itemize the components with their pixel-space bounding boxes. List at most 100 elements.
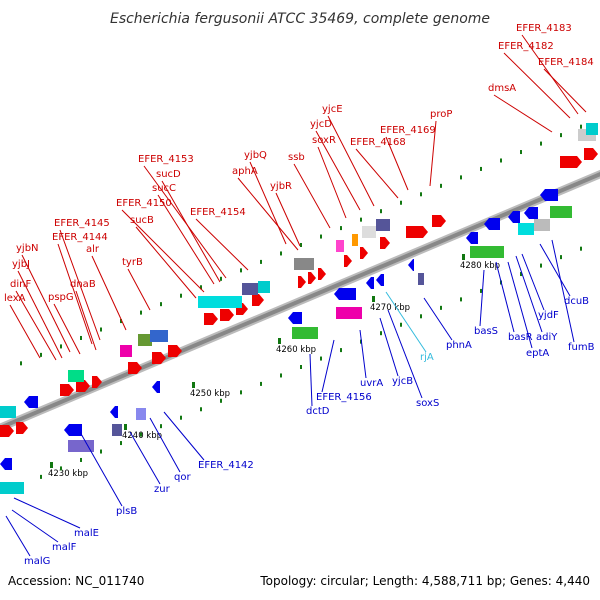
gene-feature: [0, 482, 24, 494]
leader-line: [17, 270, 63, 359]
minor-tick: [460, 297, 462, 302]
gene-feature: [560, 156, 582, 168]
tick-mark: [192, 382, 195, 388]
leader-line: [317, 146, 347, 219]
minor-tick: [120, 441, 122, 446]
minor-tick: [520, 272, 522, 277]
gene-feature: [0, 458, 12, 470]
leader-line: [13, 497, 81, 529]
gene-label-yjcb: yjcB: [392, 376, 413, 387]
leader-line: [5, 515, 31, 557]
gene-label-efer_4153: EFER_4153: [138, 154, 194, 165]
leader-line: [551, 239, 575, 343]
leader-line: [495, 261, 515, 333]
gene-feature: [128, 362, 142, 374]
gene-feature: [258, 281, 270, 293]
minor-tick: [460, 175, 462, 180]
tick-label: 4280 kbp: [460, 261, 500, 271]
minor-tick: [40, 352, 42, 357]
leader-line: [503, 52, 571, 119]
minor-tick: [540, 141, 542, 146]
accession-text: Accession: NC_011740: [8, 574, 145, 588]
gene-feature: [152, 352, 166, 364]
gene-label-ssb: ssb: [288, 152, 305, 163]
gene-feature: [138, 334, 152, 346]
leader-line: [293, 163, 331, 229]
gene-labels: lexA dinF yjbJ yjbN pspG EFER_4144 EFER_4145dn…: [4, 23, 595, 567]
minor-tick: [140, 310, 142, 315]
tick-label: 4230 kbp: [48, 469, 88, 479]
gene-feature: [76, 380, 90, 392]
leader-line: [521, 253, 545, 311]
leader-line: [129, 431, 161, 485]
gene-label-yjdf: yjdF: [538, 310, 559, 321]
gene-label-efer_4142: EFER_4142: [198, 460, 254, 471]
gene-feature: [524, 207, 538, 219]
leader-line: [429, 120, 437, 187]
minor-tick: [200, 407, 202, 412]
minor-tick: [560, 133, 562, 138]
gene-label-adiy: adiY: [536, 332, 558, 343]
leader-line: [543, 68, 587, 113]
gene-label-malf: malF: [52, 542, 77, 553]
minor-tick: [440, 183, 442, 188]
gene-label-dcub: dcuB: [564, 296, 589, 307]
leader-line: [53, 303, 81, 355]
gene-feature: [242, 283, 258, 295]
gene-feature: [344, 255, 352, 267]
leader-line: [57, 243, 93, 345]
minor-tick: [380, 331, 382, 336]
minor-tick: [140, 432, 142, 437]
minor-tick: [160, 302, 162, 307]
gene-label-efer_4154: EFER_4154: [190, 207, 246, 218]
leader-line: [321, 339, 335, 393]
minor-tick: [420, 192, 422, 197]
minor-tick: [300, 243, 302, 247]
leader-line: [161, 180, 221, 283]
gene-feature: [150, 330, 168, 342]
gene-feature: [288, 312, 302, 324]
minor-tick: [200, 285, 202, 290]
leader-line: [75, 290, 97, 351]
gene-label-tyrb: tyrB: [122, 257, 143, 268]
gene-feature: [376, 274, 384, 286]
minor-tick: [380, 209, 382, 214]
gene-feature: [292, 327, 318, 339]
gene-label-rja: rjA: [420, 352, 434, 363]
leader-line: [315, 130, 361, 211]
minor-tick: [320, 234, 322, 239]
leader-line: [91, 255, 127, 331]
minor-tick: [100, 327, 102, 332]
gene-feature: [68, 440, 94, 452]
leader-line: [275, 192, 301, 247]
minor-tick: [400, 322, 402, 327]
gene-label-efer_4184: EFER_4184: [538, 57, 594, 68]
gene-label-male: malE: [74, 528, 99, 539]
leader-line: [195, 218, 249, 271]
gene-label-basr: basR: [508, 332, 533, 343]
gene-feature: [16, 422, 28, 434]
tick-mark: [462, 254, 465, 260]
gene-feature: [24, 396, 38, 408]
gene-label-yjbj: yjbJ: [12, 259, 30, 270]
leader-line: [15, 290, 57, 361]
gene-label-fumb: fumB: [568, 342, 595, 353]
minor-tick: [480, 288, 482, 293]
leader-line: [9, 304, 41, 359]
gene-feature: [336, 307, 362, 319]
tick-mark: [278, 338, 281, 344]
gene-feature: [508, 211, 520, 223]
gene-feature: [418, 273, 424, 285]
gene-label-dmsa: dmsA: [488, 83, 516, 94]
gene-label-efer_4144: EFER_4144: [52, 232, 108, 243]
minor-tick: [580, 124, 582, 129]
gene-label-efer_4145: EFER_4145: [54, 218, 110, 229]
gene-feature: [294, 258, 314, 270]
leader-line: [143, 165, 227, 279]
gene-feature: [540, 189, 558, 201]
gene-feature: [550, 206, 572, 218]
minor-tick: [240, 268, 242, 273]
leader-line: [379, 317, 399, 377]
